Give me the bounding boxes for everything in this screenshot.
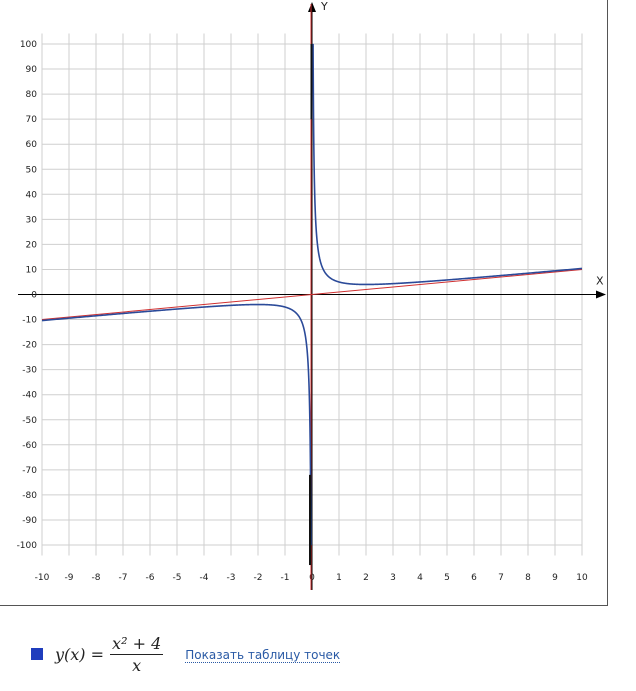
x-tick-label: 0 (309, 573, 315, 583)
y-tick-label: -70 (22, 466, 37, 476)
y-tick-label: 50 (26, 165, 38, 175)
x-tick-label: 9 (552, 573, 558, 583)
y-tick-label: -80 (22, 491, 37, 501)
y-tick-label: -20 (22, 341, 37, 351)
y-tick-label: -60 (22, 441, 37, 451)
x-tick-label: -1 (281, 573, 290, 583)
slant-asymptote-line (41, 268, 583, 321)
x-tick-label: 8 (525, 573, 531, 583)
show-points-table-link[interactable]: Показать таблицу точек (185, 647, 341, 663)
plot-frame: X Y 100 90 80 70 60 50 40 30 20 10 0 -10 -20 -30 -40 -50-… (0, 0, 608, 606)
x-tick-label: 3 (390, 573, 396, 583)
x-tick-label: 1 (336, 573, 342, 583)
function-formula: y(x) = x² + 4 x (55, 633, 164, 675)
x-tick-label: -7 (119, 573, 128, 583)
legend: y(x) = x² + 4 x Показать таблицу точек (31, 633, 341, 675)
x-tick-label: -10 (35, 573, 50, 583)
x-tick-label: -2 (254, 573, 263, 583)
formula-numerator: x² + 4 (110, 633, 164, 655)
y-tick-label: -100 (17, 541, 38, 551)
x-tick-label: 7 (498, 573, 504, 583)
legend-swatch (31, 648, 43, 660)
y-tick-label: 60 (26, 140, 38, 150)
function-curve-right-branch (312, 43, 583, 286)
y-tick-label: 20 (26, 240, 38, 250)
y-tick-label: 40 (26, 190, 38, 200)
x-tick-label: 10 (576, 573, 588, 583)
formula-fraction: x² + 4 x (110, 633, 164, 675)
y-tick-label: 100 (20, 40, 37, 50)
x-tick-label: -6 (146, 573, 155, 583)
y-tick-label: -50 (22, 416, 37, 426)
y-tick-label: 90 (26, 65, 38, 75)
y-tick-label: 30 (26, 215, 38, 225)
x-axis-arrow (596, 290, 606, 299)
plot-area: XY1009080706050403020100-10-20-30-40-50-… (17, 0, 606, 590)
y-tick-label: -10 (22, 316, 37, 326)
x-tick-label: -5 (173, 573, 182, 583)
x-axis-label: X (596, 275, 604, 288)
x-tick-label: 5 (444, 573, 450, 583)
y-axis-arrow (308, 2, 316, 12)
x-tick-label: 2 (363, 573, 369, 583)
y-tick-label: -90 (22, 516, 37, 526)
y-tick-label: 10 (26, 265, 38, 275)
x-tick-label: -3 (227, 573, 236, 583)
y-axis-label: Y (320, 0, 328, 13)
formula-lhs: y(x) = (55, 644, 105, 664)
formula-denominator: x (132, 655, 142, 675)
x-tick-label: 6 (471, 573, 477, 583)
function-curve-left-branch (41, 303, 312, 546)
x-tick-label: -4 (200, 573, 209, 583)
y-tick-label: 70 (26, 115, 38, 125)
y-tick-label: 80 (26, 90, 38, 100)
x-tick-label: -8 (92, 573, 101, 583)
x-tick-label: -9 (65, 573, 74, 583)
y-tick-label: -30 (22, 366, 37, 376)
x-tick-label: 4 (417, 573, 423, 583)
y-tick-label: -40 (22, 391, 37, 401)
y-tick-label: 0 (31, 291, 37, 301)
